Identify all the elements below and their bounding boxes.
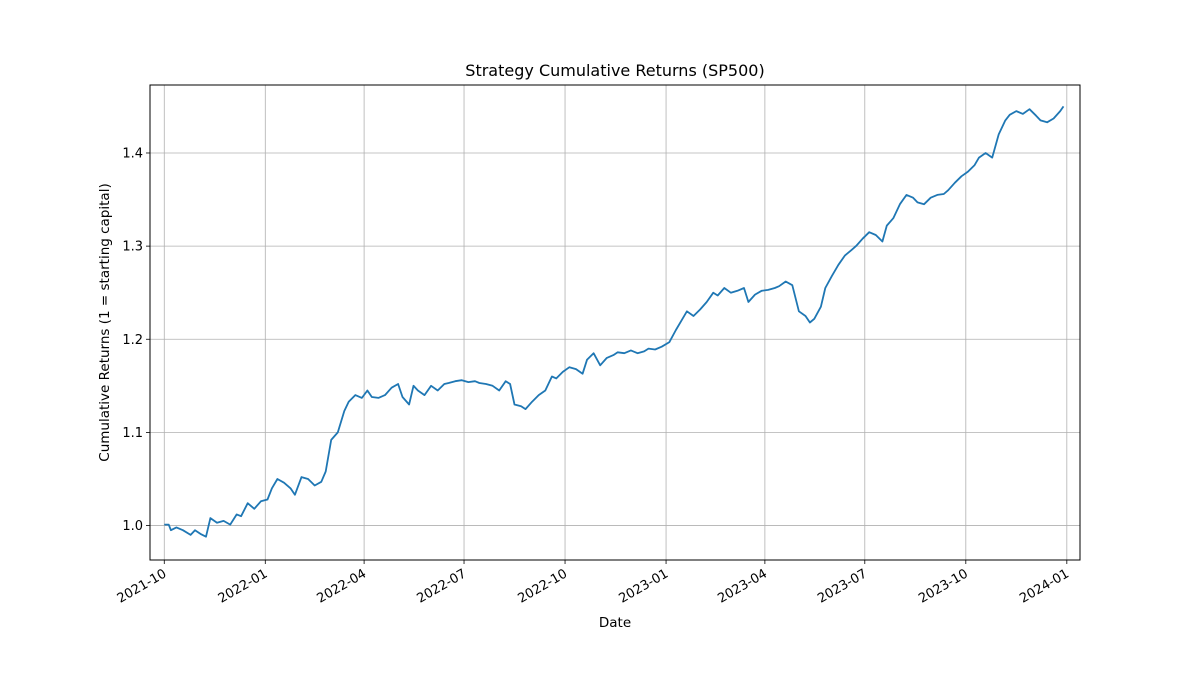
y-tick-label: 1.4 (122, 146, 143, 161)
x-tick-label: 2023-04 (715, 566, 770, 606)
chart-title: Strategy Cumulative Returns (SP500) (465, 61, 764, 80)
x-tick-label: 2022-04 (315, 566, 370, 606)
series-layer (164, 105, 1065, 538)
grid (150, 85, 1080, 560)
y-tick-label: 1.1 (122, 426, 143, 441)
x-tick-label: 2023-10 (916, 566, 971, 606)
x-tick-label: 2022-07 (414, 566, 469, 606)
x-tick-label: 2021-10 (115, 566, 170, 606)
x-axis: 2021-10 2022-01 2022-04 2022-07 2022-10 2023-… (115, 560, 1072, 607)
y-tick-label: 1.3 (122, 240, 143, 255)
x-tick-label: 2023-07 (815, 566, 870, 606)
plot-frame (149, 84, 1081, 561)
x-tick-label: 2024-01 (1017, 566, 1072, 606)
y-tick-label: 1.0 (122, 519, 143, 534)
x-tick-label: 2023-01 (617, 566, 672, 606)
x-tick-label: 2022-10 (515, 566, 570, 606)
y-axis: 1.0 1.1 1.2 1.3 1.4 (122, 146, 150, 534)
y-axis-title: Cumulative Returns (1 = starting capital… (97, 183, 113, 461)
x-tick-label: 2022-01 (216, 566, 271, 606)
y-tick-label: 1.2 (122, 333, 143, 348)
x-axis-title: Date (599, 615, 631, 631)
series-line (164, 105, 1065, 538)
